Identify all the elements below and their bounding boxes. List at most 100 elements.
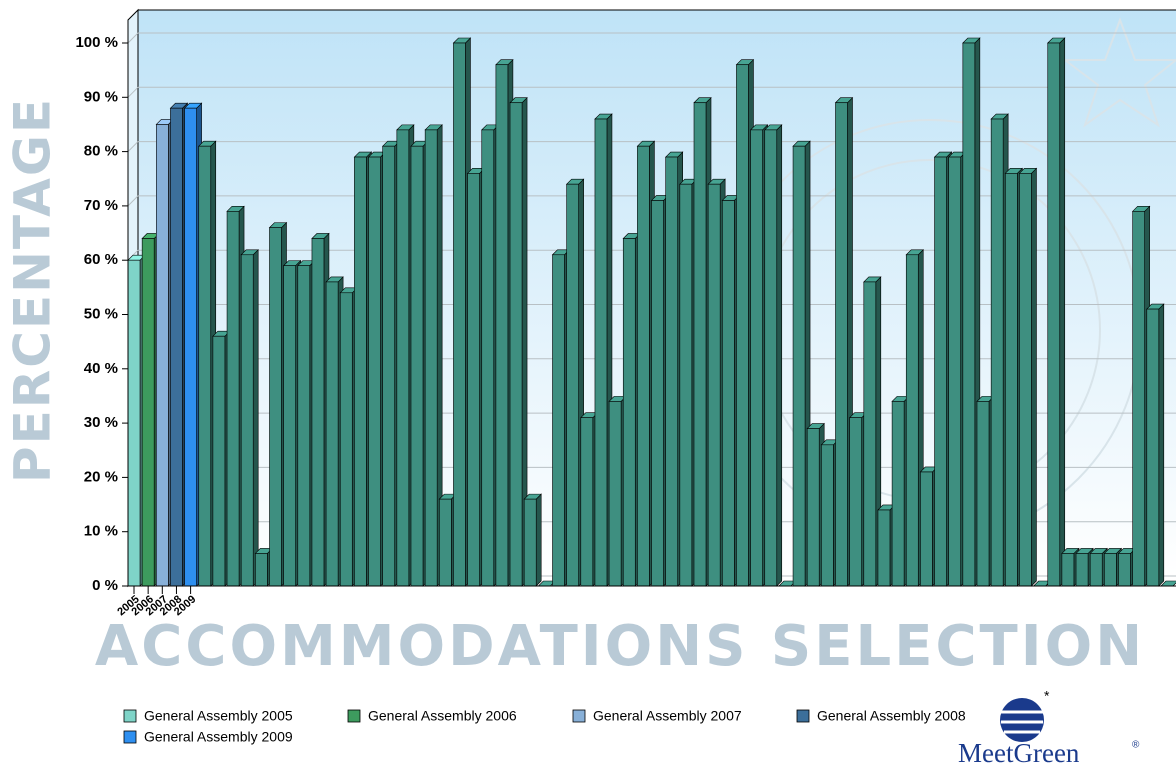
bar [864, 282, 876, 586]
y-tick-label: 80 % [84, 143, 118, 160]
bar [1090, 553, 1102, 586]
y-tick-label: 0 % [92, 577, 118, 594]
bar [170, 108, 182, 586]
bar [411, 146, 423, 586]
bar [369, 157, 381, 586]
bar [453, 43, 465, 586]
bar [652, 200, 664, 586]
bar [920, 472, 932, 586]
bar [637, 146, 649, 586]
bar [312, 238, 324, 586]
bar [906, 255, 918, 586]
bar [1147, 309, 1159, 586]
bar-side [536, 494, 541, 586]
bar-side [777, 125, 782, 586]
bar [878, 510, 890, 586]
bar [793, 146, 805, 586]
bar [949, 157, 961, 586]
x-axis-title: ACCOMMODATIONS SELECTION [95, 614, 1145, 679]
bar-side [253, 250, 258, 586]
bar [963, 43, 975, 586]
bar [850, 418, 862, 586]
bar [751, 130, 763, 586]
bar [623, 238, 635, 586]
bar [227, 211, 239, 586]
bar [680, 184, 692, 586]
bar [708, 184, 720, 586]
logo: * MeetGreen ® [958, 688, 1140, 769]
y-axis-title: PERCENTAGE [4, 97, 62, 483]
bar [1048, 43, 1060, 586]
bar [510, 103, 522, 586]
chart: PERCENTAGE ACCOMMODATIONS SELECTION Gene… [0, 0, 1176, 775]
y-tick-label: 50 % [84, 305, 118, 322]
logo-registered: ® [1132, 740, 1140, 751]
bar [128, 260, 140, 586]
legend-label: General Assembly 2008 [817, 708, 966, 724]
bar [524, 499, 536, 586]
bar-side [1159, 304, 1164, 586]
bar [270, 228, 282, 586]
bar [298, 266, 310, 586]
legend-swatch [797, 710, 809, 722]
legend-swatch [348, 710, 360, 722]
bar [666, 157, 678, 586]
bar [892, 401, 904, 586]
y-tick-label: 10 % [84, 523, 118, 540]
bar [991, 119, 1003, 586]
bar [821, 445, 833, 586]
bar [694, 103, 706, 586]
bar [1133, 211, 1145, 586]
bar [340, 293, 352, 586]
legend-label: General Assembly 2009 [144, 729, 293, 745]
legend-label: General Assembly 2005 [144, 708, 293, 724]
y-tick-label: 60 % [84, 251, 118, 268]
bar [581, 418, 593, 586]
bar [185, 108, 197, 586]
bar [326, 282, 338, 586]
bar [354, 157, 366, 586]
bar [1062, 553, 1074, 586]
bar [284, 266, 296, 586]
bar-side [1031, 168, 1036, 586]
bar [736, 65, 748, 586]
bar [383, 146, 395, 586]
bar-side [1060, 38, 1065, 586]
bar [836, 103, 848, 586]
logo-star: * [1044, 688, 1050, 704]
legend-label: General Assembly 2007 [593, 708, 742, 724]
bar [935, 157, 947, 586]
bar [722, 200, 734, 586]
bar [1019, 173, 1031, 586]
legend-swatch [124, 710, 136, 722]
bar [255, 553, 267, 586]
bar [595, 119, 607, 586]
legend: General Assembly 2005 General Assembly 20… [124, 708, 966, 745]
y-tick-label: 30 % [84, 414, 118, 431]
bar [496, 65, 508, 586]
logo-globe [1000, 698, 1044, 742]
y-tick-label: 100 % [75, 34, 118, 51]
bar [468, 173, 480, 586]
y-tick-label: 20 % [84, 468, 118, 485]
bar [241, 255, 253, 586]
bar [807, 429, 819, 586]
bar [439, 499, 451, 586]
y-tick-label: 90 % [84, 88, 118, 105]
bar [1076, 553, 1088, 586]
bar [609, 401, 621, 586]
bar [199, 146, 211, 586]
bar [765, 130, 777, 586]
logo-text: MeetGreen [958, 738, 1080, 768]
bar [1119, 553, 1131, 586]
legend-swatch [124, 731, 136, 743]
y-tick-label: 70 % [84, 197, 118, 214]
bar [142, 238, 154, 586]
legend-swatch [573, 710, 585, 722]
bar [156, 124, 168, 586]
bar [1005, 173, 1017, 586]
bar [482, 130, 494, 586]
bar [397, 130, 409, 586]
legend-label: General Assembly 2006 [368, 708, 517, 724]
bar [567, 184, 579, 586]
